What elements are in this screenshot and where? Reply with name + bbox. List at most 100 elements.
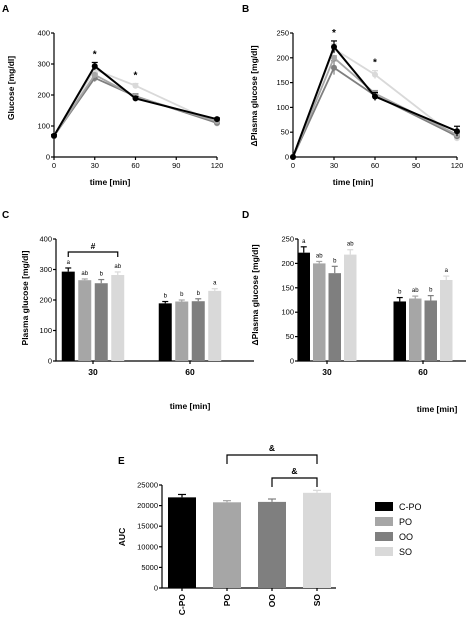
chart-c-ytick-label: 0: [48, 357, 52, 366]
chart-b-ytick-label: 0: [285, 153, 289, 162]
chart-c-bar-c-po: [61, 271, 75, 361]
chart-a-ytick-label: 100: [37, 122, 50, 131]
chart-b-point-oo: [331, 64, 337, 71]
chart-c-ytick-label: 300: [39, 265, 52, 274]
chart-c-bar-oo: [94, 283, 108, 361]
chart-d-ylabel: ΔPlasma glucose [mg/dl]: [250, 244, 260, 345]
chart-b-point-so: [372, 71, 378, 78]
panel-label-c: C: [2, 210, 9, 221]
chart-b-point-c-po: [331, 43, 337, 50]
chart-a-point-c-po: [132, 95, 139, 102]
chart-d-significance-letter: ab: [347, 242, 354, 248]
chart-b-xtick-label: 0: [291, 161, 295, 170]
panel-label-e: E: [118, 456, 125, 467]
chart-d-bar-po: [313, 263, 326, 361]
chart-d-significance-letter: a: [302, 239, 306, 245]
chart-a-xtick-label: 60: [131, 161, 139, 170]
chart-e-ytick-label: 20000: [137, 501, 158, 510]
legend: C-PO PO OO SO: [375, 502, 422, 557]
chart-c-bar-so: [111, 274, 125, 361]
chart-e-bar: E AUC 0 5000 10000 15000 20000 25000 C-PO PO OO S…: [117, 443, 336, 615]
chart-d-category-label: 60: [418, 367, 428, 377]
chart-d-category-label: 30: [322, 367, 332, 377]
chart-e-bar-c-po: [168, 497, 196, 588]
chart-c-significance-letter: ab: [81, 271, 88, 277]
chart-d-significance-letter: ab: [316, 253, 323, 259]
chart-d-bar-c-po: [297, 252, 310, 361]
chart-a-ytick-label: 300: [37, 60, 50, 69]
chart-b-line: B ΔPlasma glucose [mg/dl] time [min] 0 50…: [242, 4, 463, 187]
chart-a-significance-star: *: [93, 49, 97, 60]
chart-c-ytick-label: 100: [39, 326, 52, 335]
legend-label-oo: OO: [399, 532, 413, 542]
chart-c-ytick-label: 400: [39, 235, 52, 244]
chart-c-ylabel: Plasma glucose [mg/dl]: [20, 250, 30, 345]
legend-label-c-po: C-PO: [399, 502, 422, 512]
chart-a-line: A Glucose [mg/dl] time [min] 01002003004…: [2, 4, 223, 187]
chart-c-bar-c-po: [158, 303, 172, 361]
chart-b-ytick-label: 200: [276, 53, 289, 62]
chart-e-category-label: SO: [312, 594, 322, 607]
chart-a-xtick-label: 0: [52, 161, 56, 170]
panel-label-b: B: [242, 4, 249, 15]
legend-swatch-po: [375, 517, 393, 526]
chart-e-bar-po: [213, 502, 241, 588]
chart-b-ytick-label: 150: [276, 78, 289, 87]
chart-a-point-c-po: [91, 63, 98, 70]
chart-a-series-line-c-po: [53, 64, 218, 137]
chart-d-bar: D ΔPlasma glucose [mg/dl] time [min] 0 50…: [242, 210, 466, 414]
chart-d-bar-so: [440, 279, 453, 361]
legend-swatch-so: [375, 547, 393, 556]
chart-a-significance-star: *: [134, 71, 138, 82]
chart-d-ytick-label: 250: [281, 235, 294, 244]
chart-c-bar-so: [208, 290, 222, 361]
chart-c-category-label: 30: [88, 367, 98, 377]
chart-a-point-po: [91, 71, 98, 78]
chart-c-bar-oo: [191, 301, 205, 361]
chart-a-ylabel: Glucose [mg/dl]: [6, 56, 16, 120]
chart-c-significance-letter: a: [67, 260, 71, 266]
chart-d-significance-letter: a: [445, 268, 449, 274]
chart-d-significance-letter: ab: [412, 288, 419, 294]
chart-c-bracket: [67, 251, 119, 257]
panel-label-d: D: [242, 210, 249, 221]
chart-b-point-c-po: [454, 128, 460, 135]
chart-b-ytick-label: 100: [276, 103, 289, 112]
chart-d-significance-letter: b: [398, 290, 402, 296]
chart-a-xtick-label: 90: [172, 161, 180, 170]
chart-e-category-label: OO: [267, 594, 277, 608]
chart-a-point-so: [132, 82, 139, 89]
panel-label-a: A: [2, 4, 9, 15]
chart-b-xtick-label: 90: [412, 161, 420, 170]
chart-b-ylabel: ΔPlasma glucose [mg/dl]: [249, 45, 259, 146]
chart-e-ytick-label: 25000: [137, 481, 158, 490]
chart-b-significance-star: *: [332, 28, 336, 39]
chart-c-significance-letter: b: [164, 294, 168, 300]
chart-e-bar-so: [303, 492, 331, 588]
chart-e-ytick-label: 0: [154, 584, 158, 593]
chart-e-category-label: PO: [222, 594, 232, 607]
chart-a-point-c-po: [51, 132, 57, 139]
chart-e-ytick-label: 5000: [141, 563, 158, 572]
chart-c-significance-letter: b: [180, 292, 184, 298]
chart-b-ytick-label: 250: [276, 29, 289, 38]
chart-e-ylabel: AUC: [117, 528, 127, 546]
chart-e-ytick-label: 10000: [137, 542, 158, 551]
chart-a-ytick-label: 400: [37, 29, 50, 38]
chart-c-significance-letter: ab: [114, 264, 121, 270]
chart-c-significance-letter: a: [213, 281, 217, 287]
chart-a-point-c-po: [214, 116, 220, 123]
chart-b-point-po: [331, 54, 337, 61]
chart-d-bar-oo: [424, 300, 437, 361]
chart-c-significance-letter: b: [197, 291, 201, 297]
chart-a-xtick-label: 30: [91, 161, 99, 170]
chart-d-bar-so: [344, 254, 357, 361]
chart-b-xtick-label: 30: [330, 161, 338, 170]
chart-e-bracket-label: &: [269, 443, 275, 453]
legend-swatch-c-po: [375, 502, 393, 511]
chart-b-point-c-po: [290, 154, 296, 160]
chart-a-ytick-label: 0: [46, 153, 50, 162]
chart-d-significance-letter: b: [333, 258, 337, 264]
chart-c-significance-letter: b: [100, 272, 104, 278]
chart-d-bar-c-po: [393, 301, 406, 361]
